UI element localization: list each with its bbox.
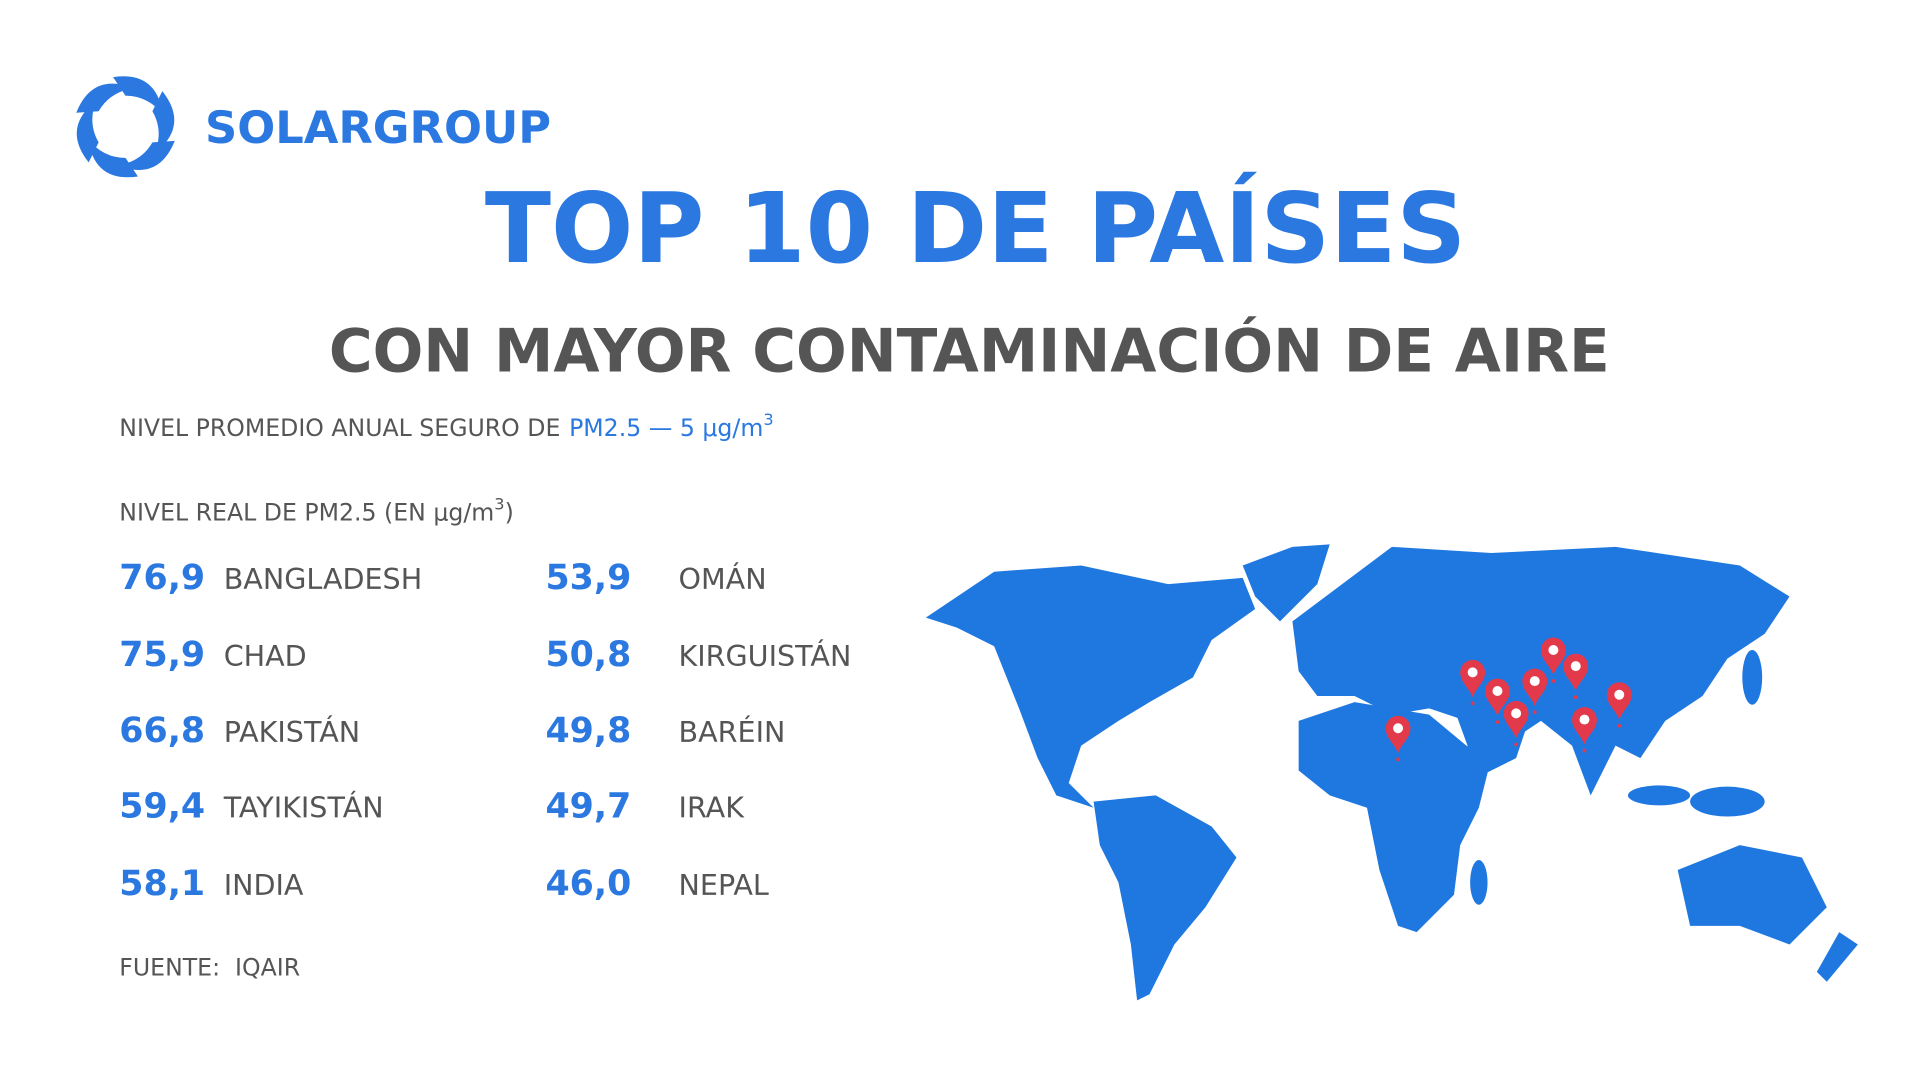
country-list: 76,9 BANGLADESH 75,9 CHAD 66,8 PAKISTÁN 59,4 TA… (119, 558, 851, 904)
map-pin-hole (1393, 723, 1404, 734)
map-pin-hole (1548, 645, 1559, 655)
map-pin-dot (1573, 695, 1578, 700)
islands (1690, 786, 1765, 817)
map-pin-dot (1617, 723, 1622, 728)
real-level-label: NIVEL REAL DE PM2.5 (EN μg/m (119, 499, 494, 527)
safe-level-superscript: 3 (763, 410, 773, 429)
map-pin-dot (1514, 742, 1518, 747)
australia (1677, 845, 1827, 945)
country-name: NEPAL (679, 868, 769, 902)
country-name: OMÁN (679, 562, 767, 596)
country-value: 66,8 (119, 711, 205, 751)
map-pin (1606, 682, 1632, 720)
islands (1627, 785, 1691, 806)
map-pin-dot (1470, 701, 1475, 706)
map-pin-hole (1529, 676, 1540, 687)
country-value: 75,9 (119, 635, 205, 675)
japan (1742, 649, 1763, 705)
title: TOP 10 DE PAÍSES (485, 172, 1466, 285)
map-pin-dot (1495, 720, 1500, 724)
real-level-suffix: ) (505, 499, 514, 527)
country-name: IRAK (679, 791, 746, 825)
country-value: 58,1 (119, 864, 205, 904)
map-pin (1503, 700, 1529, 739)
africa (1298, 702, 1492, 933)
logo-icon (76, 76, 175, 178)
new-zealand (1816, 932, 1858, 982)
subtitle: CON MAYOR CONTAMINACIÓN DE AIRE (329, 316, 1610, 387)
map-pin (1522, 668, 1548, 706)
south-america (1093, 795, 1237, 1001)
madagascar (1470, 860, 1488, 905)
country-name: TAYIKISTÁN (223, 791, 384, 825)
map-pin (1540, 637, 1566, 675)
safe-level: NIVEL PROMEDIO ANUAL SEGURO DE PM2.5 — 5 … (119, 410, 773, 442)
country-value: 59,4 (119, 787, 205, 827)
greenland (1242, 544, 1330, 622)
country-value: 53,9 (545, 558, 631, 598)
map-pin-hole (1570, 661, 1581, 672)
country-value: 50,8 (545, 635, 631, 675)
country-value: 46,0 (545, 864, 631, 904)
country-value: 49,7 (545, 787, 631, 827)
map-pin-dot (1532, 710, 1537, 714)
map-pin-hole (1467, 667, 1478, 678)
safe-level-value: PM2.5 — 5 μg/m (569, 414, 763, 442)
country-name: CHAD (224, 639, 307, 673)
map-pins (1385, 637, 1632, 762)
country-name: BANGLADESH (224, 562, 423, 596)
map-pin-hole (1579, 714, 1590, 725)
map-pin-hole (1511, 708, 1522, 719)
map-pin (1563, 653, 1589, 691)
logo-text: SOLARGROUP (205, 101, 551, 154)
map-pin (1460, 659, 1486, 698)
north-america (925, 565, 1256, 808)
map-pin (1385, 715, 1411, 754)
map-pin-hole (1492, 686, 1503, 696)
real-level-superscript: 3 (494, 495, 504, 514)
country-name: KIRGUISTÁN (679, 639, 852, 673)
country-value: 76,9 (119, 558, 205, 598)
map-pin-dot (1582, 748, 1587, 753)
country-name: INDIA (224, 868, 304, 902)
source: FUENTE: IQAIR (119, 954, 300, 982)
country-value: 49,8 (545, 711, 631, 751)
map-pin-dot (1396, 757, 1400, 762)
map-pin-hole (1614, 689, 1625, 700)
map-pin (1485, 678, 1510, 716)
safe-level-label: NIVEL PROMEDIO ANUAL SEGURO DE (119, 414, 560, 442)
real-level: NIVEL REAL DE PM2.5 (EN μg/m3) (119, 495, 514, 527)
country-name: PAKISTÁN (224, 715, 360, 749)
country-name: BARÉIN (679, 715, 786, 749)
map-pin (1572, 707, 1597, 745)
map-pin-dot (1551, 679, 1556, 683)
